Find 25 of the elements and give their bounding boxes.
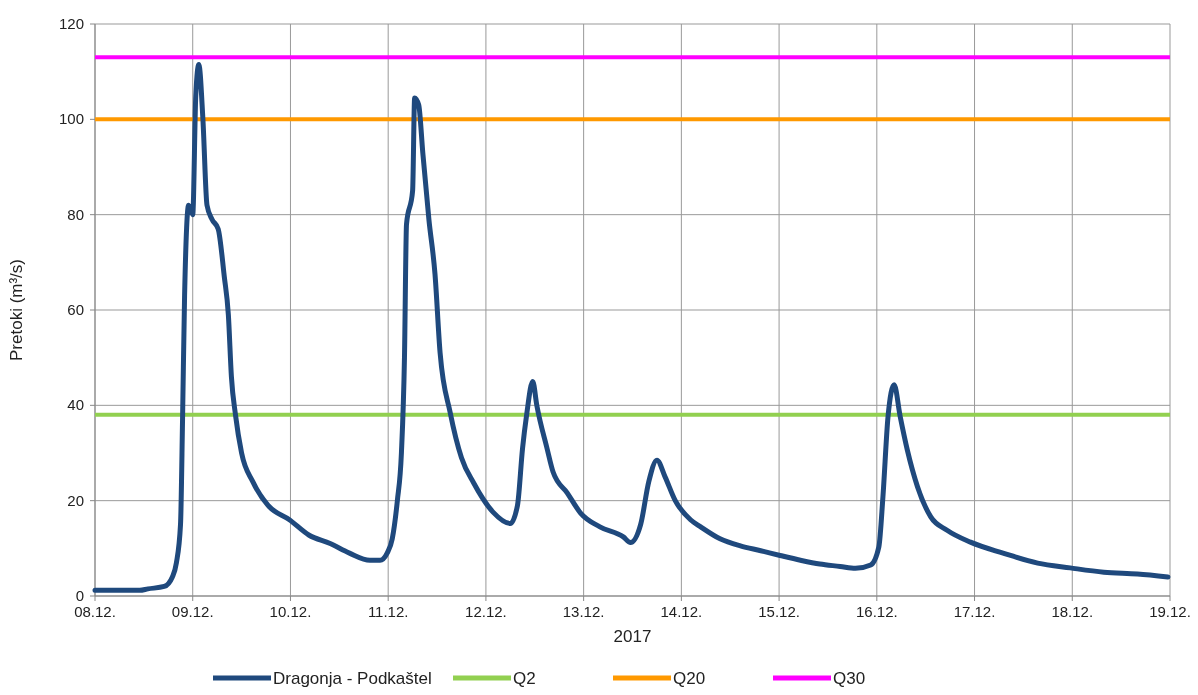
- x-tick-label: 16.12.: [855, 603, 898, 620]
- y-tick-label: 20: [67, 491, 84, 509]
- x-tick-label: 11.12.: [367, 603, 409, 620]
- x-tick-label: 08.12.: [74, 603, 116, 620]
- x-axis-title: 2017: [613, 627, 652, 646]
- y-tick-label: 0: [75, 587, 84, 604]
- legend-label: Q20: [673, 669, 706, 688]
- y-tick-label: 40: [67, 396, 84, 414]
- x-tick-label: 15.12.: [758, 603, 800, 620]
- x-tick-label: 17.12.: [953, 603, 996, 620]
- x-tick-label: 18.12.: [1051, 603, 1094, 620]
- y-tick-label: 120: [58, 15, 84, 32]
- y-tick-label: 60: [67, 301, 84, 318]
- y-axis-title: Pretoki (m³/s): [7, 259, 26, 361]
- legend-label: Dragonja - Podkaštel: [273, 669, 432, 688]
- x-tick-label: 14.12.: [660, 603, 703, 620]
- x-tick-label: 19.12.: [1149, 603, 1191, 620]
- legend-label: Q2: [513, 669, 536, 688]
- legend-label: Q30: [833, 669, 866, 688]
- y-tick-label: 80: [67, 205, 84, 223]
- x-tick-label: 13.12.: [562, 603, 605, 620]
- y-tick-label: 100: [58, 110, 84, 128]
- x-tick-label: 10.12.: [269, 603, 312, 620]
- x-tick-label: 09.12.: [171, 603, 214, 620]
- x-tick-label: 12.12.: [465, 603, 507, 620]
